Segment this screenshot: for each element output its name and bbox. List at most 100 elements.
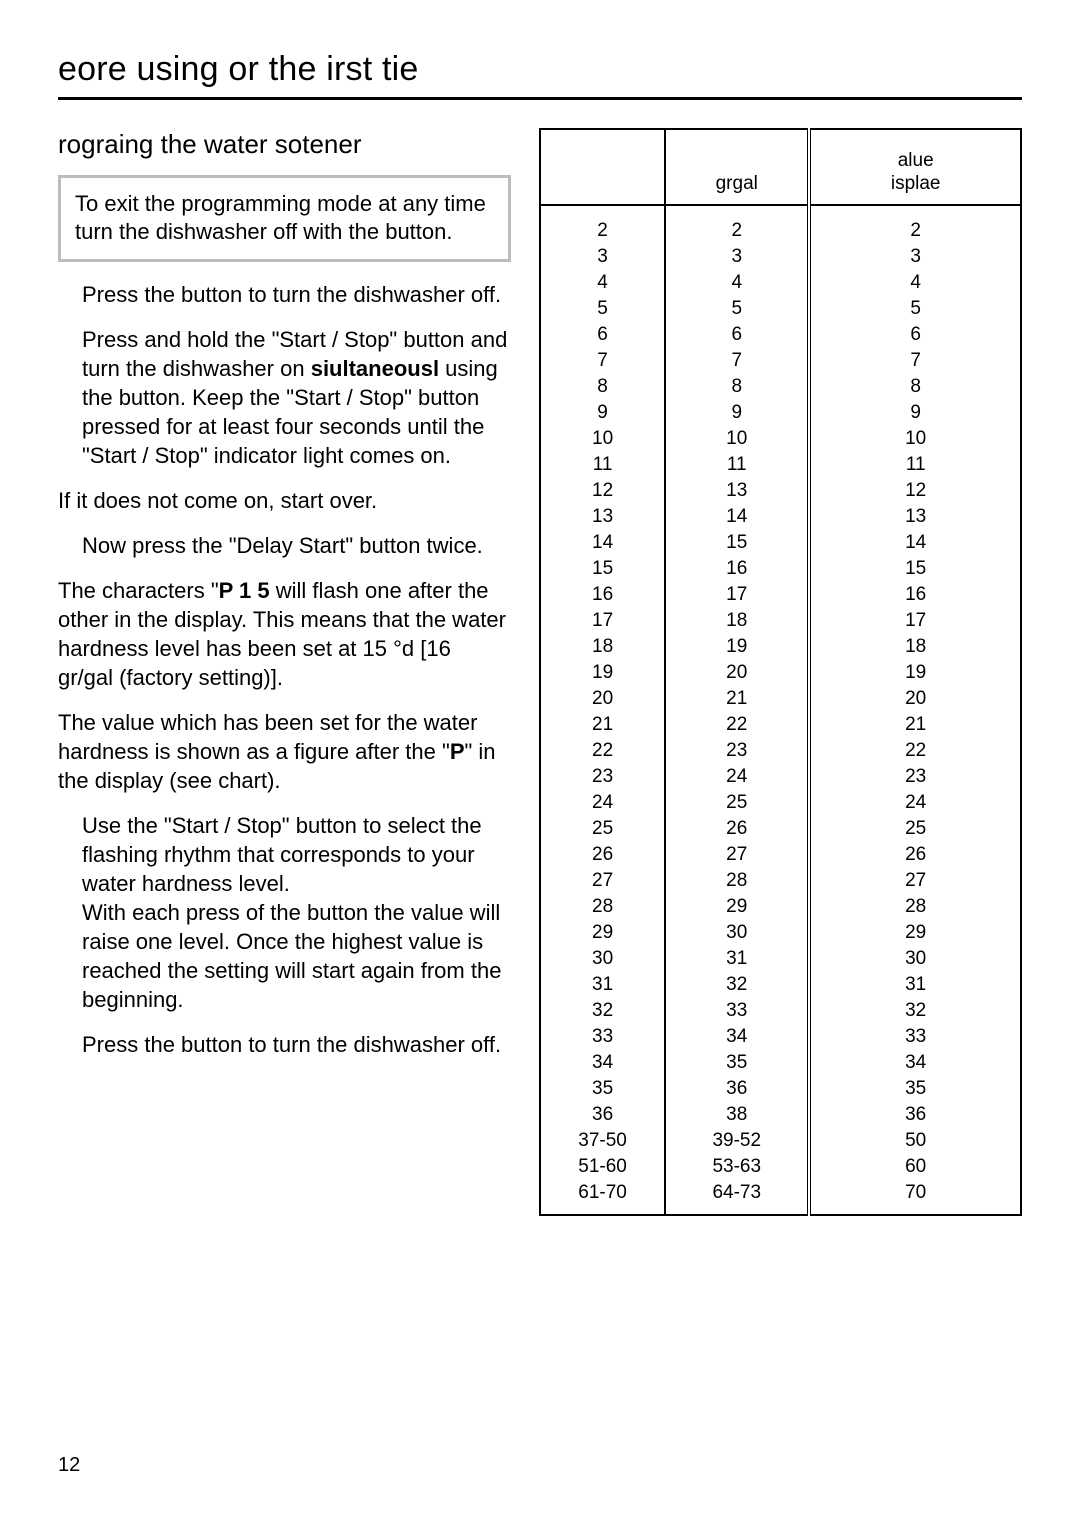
table-cell: 32 [809, 998, 1021, 1024]
table-cell: 21 [665, 686, 809, 712]
table-cell: 16 [665, 556, 809, 582]
table-row: 303130 [540, 946, 1021, 972]
table-cell: 26 [809, 842, 1021, 868]
table-cell: 70 [809, 1180, 1021, 1215]
table-cell: 23 [540, 764, 665, 790]
table-cell: 17 [665, 582, 809, 608]
table-cell: 36 [540, 1102, 665, 1128]
table-row: 131413 [540, 504, 1021, 530]
table-row: 888 [540, 374, 1021, 400]
table-cell: 18 [665, 608, 809, 634]
table-cell: 21 [540, 712, 665, 738]
table-cell: 22 [665, 712, 809, 738]
page: eore using or the irst tie rograing the … [0, 0, 1080, 1529]
table-cell: 4 [540, 270, 665, 296]
table-cell: 34 [809, 1050, 1021, 1076]
step-press-hold: Press and hold the "Start / Stop" button… [58, 325, 511, 470]
table-row: 111111 [540, 452, 1021, 478]
table-row: 202120 [540, 686, 1021, 712]
table-cell: 4 [665, 270, 809, 296]
table-cell: 20 [540, 686, 665, 712]
table-cell: 23 [809, 764, 1021, 790]
table-row: 444 [540, 270, 1021, 296]
table-cell: 23 [665, 738, 809, 764]
table-cell: 26 [540, 842, 665, 868]
table-cell: 6 [809, 322, 1021, 348]
table-cell: 17 [540, 608, 665, 634]
table-cell: 39-52 [665, 1128, 809, 1154]
table-cell: 51-60 [540, 1154, 665, 1180]
table-cell: 36 [665, 1076, 809, 1102]
table-cell: 15 [809, 556, 1021, 582]
table-cell: 8 [665, 374, 809, 400]
table-cell: 61-70 [540, 1180, 665, 1215]
content-columns: rograing the water sotener To exit the p… [58, 128, 1022, 1216]
table-row: 262726 [540, 842, 1021, 868]
table-cell: 14 [809, 530, 1021, 556]
step-delay-start: Now press the "Delay Start" button twice… [58, 531, 511, 560]
table-row: 161716 [540, 582, 1021, 608]
table-cell: 3 [540, 244, 665, 270]
table-cell: 28 [665, 868, 809, 894]
table-cell: 15 [540, 556, 665, 582]
text: The characters " [58, 578, 219, 603]
table-row: 101010 [540, 426, 1021, 452]
table-row: 192019 [540, 660, 1021, 686]
value-explanation: The value which has been set for the wat… [58, 708, 511, 795]
table-cell: 27 [540, 868, 665, 894]
table-cell: 18 [540, 634, 665, 660]
table-cell: 29 [809, 920, 1021, 946]
table-cell: 28 [809, 894, 1021, 920]
table-cell: 3 [665, 244, 809, 270]
table-cell: 33 [540, 1024, 665, 1050]
table-cell: 26 [665, 816, 809, 842]
table-cell: 7 [665, 348, 809, 374]
table-cell: 6 [665, 322, 809, 348]
table-cell: 8 [540, 374, 665, 400]
table-cell: 20 [809, 686, 1021, 712]
table-cell: 7 [540, 348, 665, 374]
table-cell: 60 [809, 1154, 1021, 1180]
table-cell: 11 [809, 452, 1021, 478]
table-cell: 30 [665, 920, 809, 946]
table-cell: 19 [809, 660, 1021, 686]
hardness-table: grgal alue isplae 2223334445556667778889… [539, 128, 1022, 1216]
table-cell: 36 [809, 1102, 1021, 1128]
table-cell: 30 [809, 946, 1021, 972]
table-cell: 38 [665, 1102, 809, 1128]
page-number: 12 [58, 1454, 80, 1477]
table-cell: 27 [809, 868, 1021, 894]
table-cell: 10 [665, 426, 809, 452]
table-row: 222 [540, 205, 1021, 244]
table-cell: 9 [809, 400, 1021, 426]
table-cell: 13 [540, 504, 665, 530]
table-cell: 14 [665, 504, 809, 530]
table-cell: 25 [665, 790, 809, 816]
table-row: 363836 [540, 1102, 1021, 1128]
step-press-off-1: Press the button to turn the dishwasher … [58, 280, 511, 309]
table-cell: 15 [665, 530, 809, 556]
table-row: 121312 [540, 478, 1021, 504]
table-row: 272827 [540, 868, 1021, 894]
left-column: rograing the water sotener To exit the p… [58, 128, 511, 1216]
table-cell: 10 [540, 426, 665, 452]
table-cell: 34 [665, 1024, 809, 1050]
subheading: rograing the water sotener [58, 128, 511, 161]
table-header [540, 129, 665, 205]
table-row: 293029 [540, 920, 1021, 946]
table-cell: 10 [809, 426, 1021, 452]
table-cell: 50 [809, 1128, 1021, 1154]
table-cell: 64-73 [665, 1180, 809, 1215]
table-row: 212221 [540, 712, 1021, 738]
table-cell: 24 [809, 790, 1021, 816]
table-cell: 2 [809, 205, 1021, 244]
table-cell: 5 [665, 296, 809, 322]
table-row: 777 [540, 348, 1021, 374]
table-cell: 34 [540, 1050, 665, 1076]
table-cell: 22 [809, 738, 1021, 764]
text-bold: siultaneousl [311, 356, 439, 381]
table-row: 333433 [540, 1024, 1021, 1050]
table-cell: 9 [665, 400, 809, 426]
table-cell: 19 [540, 660, 665, 686]
table-cell: 18 [809, 634, 1021, 660]
